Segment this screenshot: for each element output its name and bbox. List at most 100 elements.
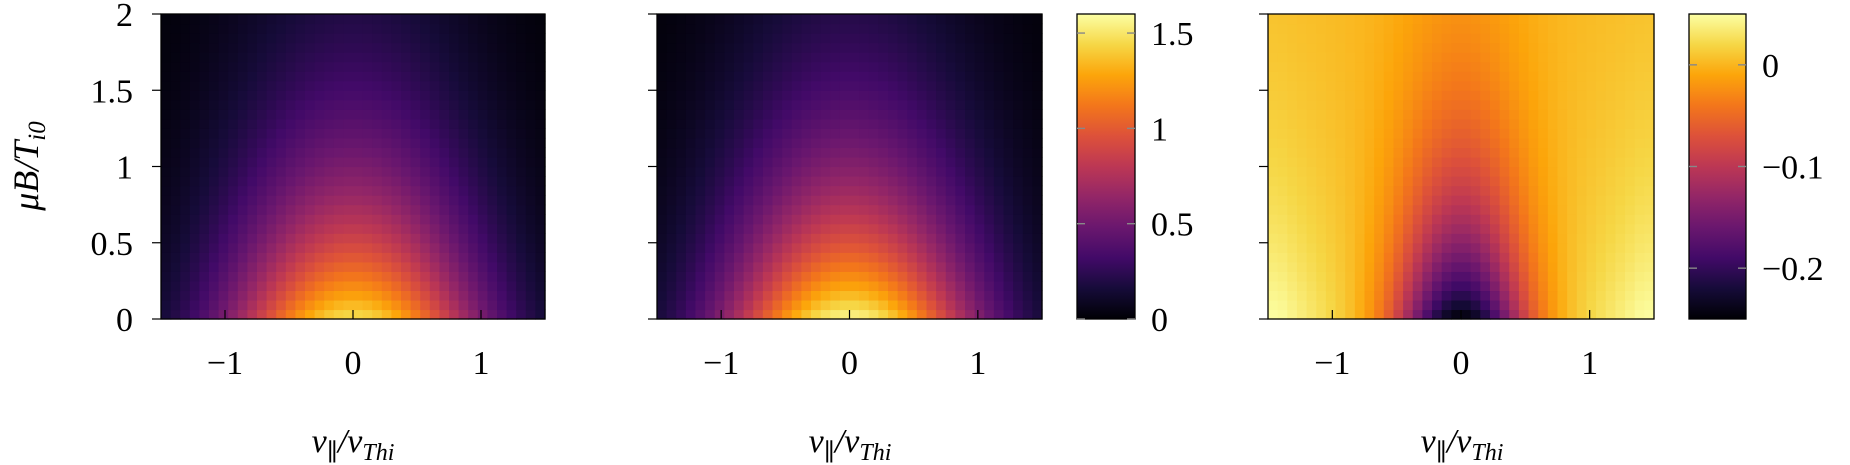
heatmap-cell <box>305 156 316 168</box>
heatmap-cell <box>907 14 918 25</box>
heatmap-cell <box>305 33 316 44</box>
heatmap-cell <box>1547 33 1559 44</box>
heatmap-cell <box>1509 280 1520 292</box>
heatmap-cell <box>1325 42 1337 53</box>
heatmap-cell <box>333 252 344 263</box>
y-label-base: μB/T <box>6 138 46 212</box>
heatmap-cell <box>1306 109 1317 120</box>
heatmap-cell <box>391 204 402 215</box>
heatmap-cell <box>1422 156 1433 168</box>
heatmap-cell <box>1557 223 1568 234</box>
heatmap-cell <box>420 261 431 272</box>
heatmap-cell <box>228 195 239 206</box>
heatmap-cell <box>666 71 677 82</box>
heatmap-cell <box>1634 252 1645 263</box>
heatmap-cell <box>1013 109 1024 120</box>
heatmap-cell <box>295 137 306 149</box>
heatmap-cell <box>401 242 412 253</box>
heatmap-cell <box>199 195 210 206</box>
heatmap-cell <box>1605 33 1616 44</box>
heatmap-cell <box>657 185 668 196</box>
heatmap-cell <box>362 137 373 149</box>
heatmap-cell <box>1316 223 1327 234</box>
heatmap-cell <box>420 204 431 215</box>
heatmap-cell <box>965 204 976 215</box>
heatmap-cell <box>993 271 1005 282</box>
heatmap-cell <box>1345 109 1356 120</box>
heatmap-cell <box>1509 99 1520 110</box>
heatmap-cell <box>782 176 793 187</box>
heatmap-cell <box>343 90 354 101</box>
heatmap-cell <box>305 271 316 282</box>
heatmap-cell <box>487 185 498 196</box>
heatmap-cell <box>189 33 200 44</box>
heatmap-cell <box>189 156 200 168</box>
heatmap-cell <box>820 52 831 63</box>
heatmap-cell <box>666 80 677 91</box>
heatmap-cell <box>1364 42 1375 53</box>
heatmap-cell <box>218 23 229 34</box>
heatmap-cell <box>945 185 956 196</box>
heatmap-cell <box>372 33 383 44</box>
heatmap-cell <box>228 118 239 129</box>
heatmap-cell <box>945 61 956 72</box>
heatmap-cell <box>743 299 754 311</box>
heatmap-cell <box>161 14 172 25</box>
heatmap-cell <box>772 233 783 244</box>
heatmap-cell <box>1625 23 1636 34</box>
heatmap-cell <box>487 14 498 25</box>
heatmap-cell <box>888 252 899 263</box>
heatmap-cell <box>657 233 668 244</box>
heatmap-cell <box>285 204 296 215</box>
heatmap-cell <box>1335 233 1346 244</box>
heatmap-cell <box>525 166 536 177</box>
heatmap-cell <box>228 156 239 168</box>
heatmap-cell <box>247 109 258 120</box>
heatmap-cell <box>372 147 383 158</box>
heatmap-cell <box>362 118 373 129</box>
heatmap-cell <box>535 261 546 272</box>
heatmap-cell <box>458 52 469 63</box>
heatmap-cell <box>1509 137 1520 149</box>
heatmap-cell <box>1296 214 1308 225</box>
heatmap-cell <box>295 99 306 110</box>
heatmap-cell <box>1277 33 1288 44</box>
heatmap-cell <box>945 242 956 253</box>
heatmap-cell <box>391 195 402 206</box>
heatmap-cell <box>1013 128 1024 139</box>
heatmap-cell <box>791 137 802 149</box>
heatmap-cell <box>1615 252 1626 263</box>
heatmap-cell <box>1480 52 1491 63</box>
heatmap-cell <box>926 156 937 168</box>
heatmap-cell <box>705 233 716 244</box>
heatmap-cell <box>237 71 248 82</box>
heatmap-cell <box>965 299 976 311</box>
heatmap-cell <box>1287 195 1298 206</box>
heatmap-cell <box>324 90 335 101</box>
heatmap-cell <box>1432 290 1443 301</box>
heatmap-cell <box>811 99 822 110</box>
heatmap-cell <box>801 71 812 82</box>
heatmap-cell <box>1013 233 1024 244</box>
heatmap-cell <box>218 309 229 320</box>
heatmap-cell <box>820 195 831 206</box>
heatmap-cell <box>839 195 851 206</box>
heatmap-cell <box>657 214 668 225</box>
heatmap-cell <box>1567 52 1578 63</box>
heatmap-cell <box>1013 61 1024 72</box>
heatmap-cell <box>907 280 918 292</box>
heatmap-cell <box>811 33 822 44</box>
heatmap-cell <box>1596 280 1607 292</box>
heatmap-cell <box>782 290 793 301</box>
heatmap-cell <box>657 156 668 168</box>
heatmap-cell <box>276 156 287 168</box>
heatmap-cell <box>295 33 306 44</box>
heatmap-cell <box>449 252 460 263</box>
heatmap-cell <box>1518 80 1530 91</box>
colorbar-tick-label: −0.2 <box>1762 251 1824 288</box>
heatmap-cell <box>878 223 889 234</box>
heatmap-cell <box>1644 109 1655 120</box>
heatmap-cell <box>984 299 995 311</box>
heatmap-cell <box>724 223 735 234</box>
heatmap-cell <box>695 166 706 177</box>
